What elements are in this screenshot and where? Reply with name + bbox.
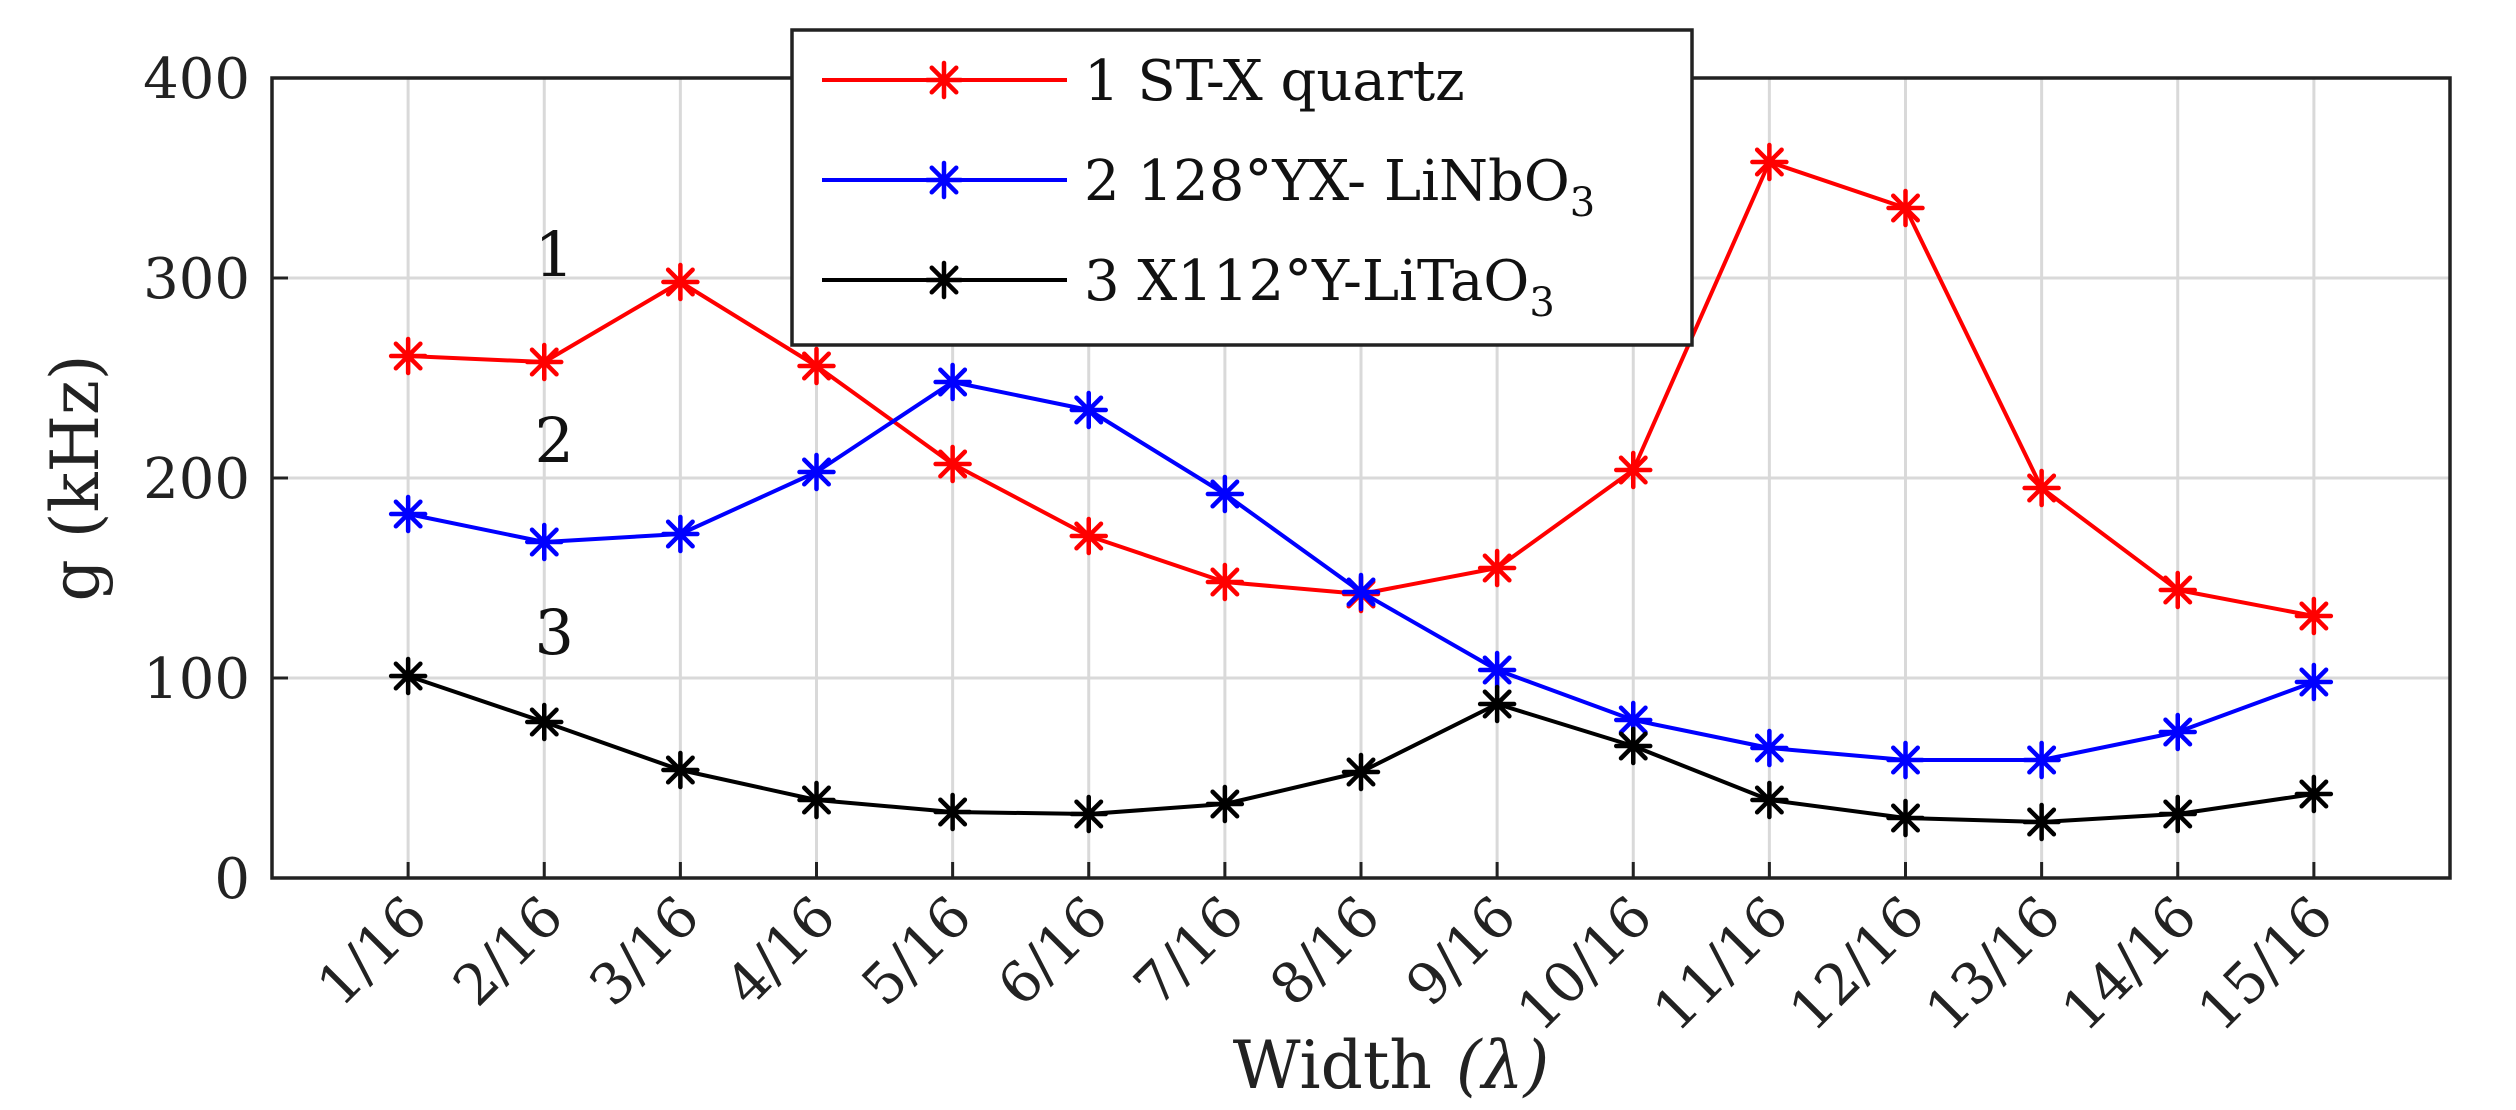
series-1-point [1069, 516, 1108, 556]
series-3-point [1341, 752, 1381, 792]
series-3-point [2158, 794, 2197, 834]
series-1-point [1205, 562, 1245, 602]
x-tick-label: 6/16 [986, 884, 1121, 1019]
series-1-point [2294, 596, 2334, 636]
series-1-point [661, 262, 700, 302]
series-2-point [1750, 728, 1789, 768]
x-tick-label: 15/16 [2186, 884, 2346, 1044]
series-2-point [2022, 740, 2061, 780]
annotation-label: 2 [535, 404, 574, 477]
x-tick-label: 1/16 [305, 884, 440, 1019]
series-3-point [2022, 802, 2061, 842]
series-3-point [933, 792, 972, 832]
legend-item-3: 3 X112°Y-LiTaO3 [822, 249, 1555, 326]
x-tick-label: 8/16 [1258, 884, 1393, 1019]
x-tick-label: 3/16 [577, 884, 712, 1019]
series-1-point [1477, 548, 1517, 588]
series-2-point [2294, 662, 2334, 702]
x-axis-title: Width (λ) [1233, 1027, 1549, 1104]
series-1-point [1614, 450, 1653, 490]
series-3-point [1886, 798, 1925, 838]
series-2-point [388, 494, 428, 534]
annotation-label: 1 [535, 218, 574, 291]
series-layer [388, 142, 2334, 842]
legend-marker [924, 260, 964, 300]
series-1-point [933, 444, 972, 484]
series-1-point [2022, 468, 2061, 508]
x-tick-label: 14/16 [2050, 884, 2210, 1044]
x-tick-label: 13/16 [1913, 884, 2073, 1044]
y-tick-label: 300 [143, 247, 250, 312]
legend-label: 2 128°YX- LiNbO3 [1084, 149, 1595, 226]
series-1-point [525, 342, 564, 382]
series-3-point [1614, 726, 1653, 766]
series-1-point [1886, 188, 1925, 228]
series-3-point [1205, 784, 1245, 824]
series-2-point [797, 452, 836, 492]
legend-item-2: 2 128°YX- LiNbO3 [822, 149, 1595, 226]
series-3 [388, 656, 2334, 842]
legend: 1 ST-X quartz 2 128°YX- LiNbO3 3 X112°Y-Li… [790, 28, 1694, 347]
series-2-point [1477, 650, 1517, 690]
x-tick-label: 10/16 [1505, 884, 1665, 1044]
legend-item-1: 1 ST-X quartz [822, 49, 1465, 114]
series-1 [388, 142, 2334, 636]
legend-marker [924, 160, 964, 200]
series-2-point [2158, 712, 2197, 752]
x-tick-label: 11/16 [1641, 884, 1801, 1044]
series-2 [388, 362, 2334, 780]
x-tick-label: 7/16 [1122, 884, 1257, 1019]
series-3-point [2294, 774, 2334, 814]
series-1-point [1750, 142, 1789, 182]
legend-label: 1 ST-X quartz [1084, 49, 1465, 114]
series-1-point [2158, 570, 2197, 610]
series-2-point [661, 514, 700, 554]
series-3-point [1750, 780, 1789, 820]
series-3-point [388, 656, 428, 696]
series-2-point [525, 522, 564, 562]
y-tick-label: 400 [143, 47, 250, 112]
annotation-label: 3 [535, 596, 574, 669]
x-tick-label: 12/16 [1777, 884, 1937, 1044]
series-2-point [933, 362, 972, 402]
series-3-point [1069, 794, 1108, 834]
annotations: 1 2 3 [535, 218, 574, 669]
series-1-point [388, 336, 428, 376]
y-tick-label: 200 [143, 447, 250, 512]
series-2-point [1614, 700, 1653, 740]
series-3-point [797, 780, 836, 820]
series-3-point [661, 750, 700, 790]
series-2-point [1205, 474, 1245, 514]
series-3-point [525, 702, 564, 742]
legend-label: 3 X112°Y-LiTaO3 [1084, 249, 1555, 326]
x-tick-label: 5/16 [850, 884, 985, 1019]
series-1-point [797, 346, 836, 386]
legend-marker [924, 60, 964, 100]
series-3-point [1477, 684, 1517, 724]
y-axis-title: g (kHz) [37, 354, 114, 601]
x-tick-label: 4/16 [714, 884, 849, 1019]
y-tick-label: 100 [143, 647, 250, 712]
y-tick-label: 0 [214, 847, 250, 912]
series-2-point [1341, 572, 1381, 612]
x-tick-label: 2/16 [441, 884, 576, 1019]
series-2-point [1069, 390, 1108, 430]
series-2-point [1886, 740, 1925, 780]
